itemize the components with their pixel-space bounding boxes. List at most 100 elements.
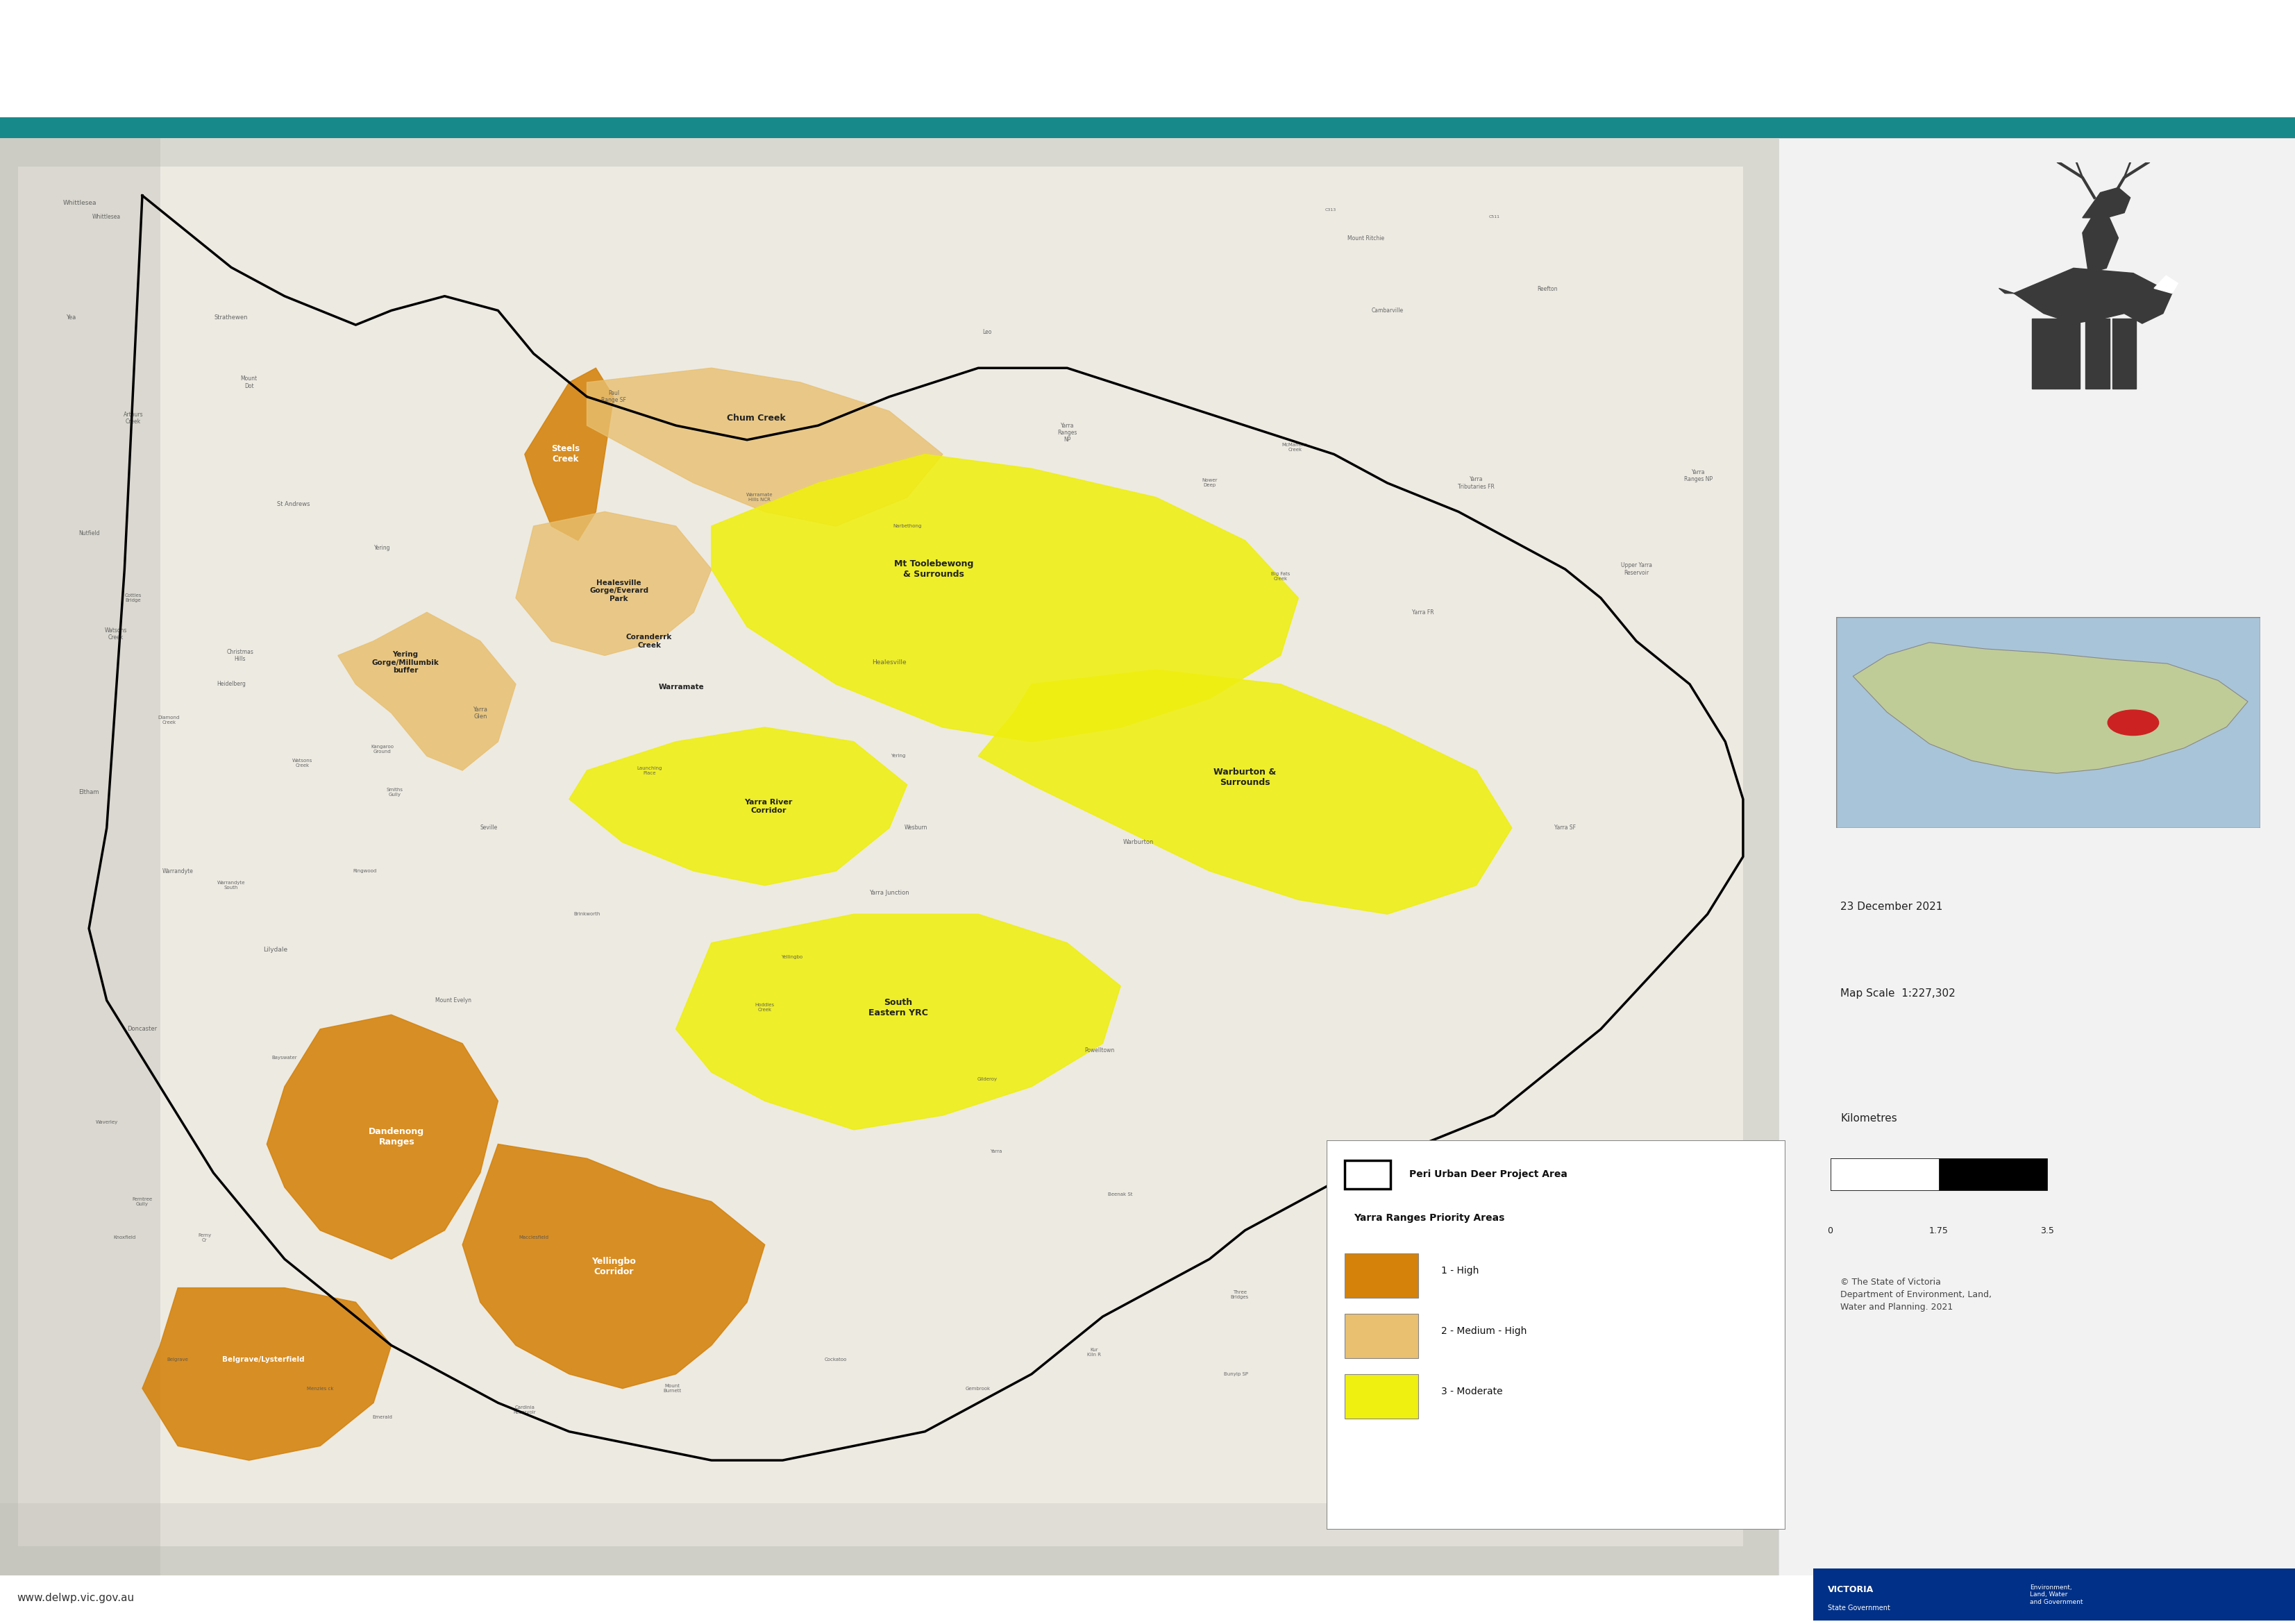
Text: 3.5: 3.5 bbox=[2040, 1226, 2054, 1236]
Polygon shape bbox=[526, 369, 613, 541]
Text: Yarra: Yarra bbox=[989, 1150, 1003, 1153]
Bar bbox=[1345, 1161, 1391, 1189]
Text: 3 - Moderate: 3 - Moderate bbox=[1441, 1387, 1503, 1397]
Text: Dandenong
Ranges: Dandenong Ranges bbox=[369, 1127, 425, 1147]
Polygon shape bbox=[142, 1288, 390, 1460]
Circle shape bbox=[2107, 710, 2160, 736]
Text: Kilometres: Kilometres bbox=[1841, 1112, 1898, 1124]
Text: Watsons
Creek: Watsons Creek bbox=[291, 758, 312, 768]
Text: Ringwood: Ringwood bbox=[353, 869, 376, 874]
Bar bbox=[1345, 1314, 1418, 1358]
Bar bbox=[1831, 1158, 1939, 1190]
Text: Narbethong: Narbethong bbox=[893, 525, 923, 528]
Bar bbox=[1345, 1374, 1418, 1419]
Bar bbox=[0, 1504, 1779, 1575]
Text: St Andrews: St Andrews bbox=[278, 502, 310, 508]
Text: www.delwp.vic.gov.au: www.delwp.vic.gov.au bbox=[18, 1593, 135, 1603]
Polygon shape bbox=[464, 1143, 764, 1389]
Text: Yarra Ranges Priority Locations: Yarra Ranges Priority Locations bbox=[34, 44, 549, 73]
Text: Cambarville: Cambarville bbox=[1372, 307, 1402, 313]
Text: © The State of Victoria
Department of Environment, Land,
Water and Planning. 202: © The State of Victoria Department of En… bbox=[1841, 1278, 1992, 1312]
Text: Peri Urban Deer Project Area: Peri Urban Deer Project Area bbox=[1409, 1169, 1567, 1179]
Bar bbox=[0, 138, 161, 1575]
Text: Arthurs
Creek: Arthurs Creek bbox=[124, 411, 142, 425]
Text: Menzies ck: Menzies ck bbox=[308, 1387, 333, 1390]
Text: 23 December 2021: 23 December 2021 bbox=[1841, 901, 1944, 913]
Text: Mount
Burnett: Mount Burnett bbox=[663, 1384, 682, 1393]
Text: Map Scale  1:227,302: Map Scale 1:227,302 bbox=[1841, 987, 1955, 999]
Bar bbox=[2006, 1569, 2295, 1621]
Polygon shape bbox=[711, 455, 1299, 742]
Text: Steels
Creek: Steels Creek bbox=[551, 445, 581, 464]
Text: Hoddles
Creek: Hoddles Creek bbox=[755, 1004, 776, 1012]
Text: Yarra
Ranges NP: Yarra Ranges NP bbox=[1685, 469, 1712, 482]
Polygon shape bbox=[266, 1015, 498, 1259]
Text: Ferntree
Gully: Ferntree Gully bbox=[133, 1197, 151, 1207]
Text: Wesburn: Wesburn bbox=[904, 825, 927, 831]
Text: Ferny
Cr: Ferny Cr bbox=[197, 1233, 211, 1242]
Text: Eltham: Eltham bbox=[78, 789, 99, 796]
Text: 0: 0 bbox=[1827, 1226, 1834, 1236]
Text: Mount Ritchie: Mount Ritchie bbox=[1347, 235, 1384, 242]
Text: Whittlesea: Whittlesea bbox=[92, 214, 122, 221]
Text: Diamond
Creek: Diamond Creek bbox=[158, 716, 179, 724]
Bar bbox=[0, 117, 2295, 138]
Text: Nutfield: Nutfield bbox=[78, 529, 99, 536]
Text: Beenak St: Beenak St bbox=[1108, 1192, 1134, 1197]
Text: Yarra
Ranges
NP: Yarra Ranges NP bbox=[1058, 422, 1076, 443]
Text: Doncaster: Doncaster bbox=[126, 1026, 158, 1033]
Text: Chum Creek: Chum Creek bbox=[728, 414, 785, 422]
Text: Yea: Yea bbox=[67, 315, 76, 322]
Bar bbox=[1831, 1158, 2047, 1190]
Polygon shape bbox=[2056, 318, 2079, 390]
Polygon shape bbox=[978, 669, 1512, 914]
Text: Yarra
Tributaries FR: Yarra Tributaries FR bbox=[1457, 476, 1494, 490]
Polygon shape bbox=[337, 612, 516, 770]
Text: Bunyip SP: Bunyip SP bbox=[1223, 1372, 1248, 1376]
Text: Waverley: Waverley bbox=[96, 1121, 117, 1125]
Text: Upper Yarra
Reservoir: Upper Yarra Reservoir bbox=[1620, 562, 1652, 577]
Text: Yarra Ranges Priority Areas: Yarra Ranges Priority Areas bbox=[1354, 1213, 1506, 1223]
Polygon shape bbox=[588, 369, 943, 526]
Text: Reefton: Reefton bbox=[1538, 286, 1558, 292]
Text: Mount Evelyn: Mount Evelyn bbox=[436, 997, 470, 1004]
Text: Smiths
Gully: Smiths Gully bbox=[386, 788, 404, 796]
Polygon shape bbox=[516, 512, 711, 656]
Text: Warburton &
Surrounds: Warburton & Surrounds bbox=[1214, 768, 1276, 788]
Text: Strathewen: Strathewen bbox=[213, 315, 248, 322]
Text: 2 - Medium - High: 2 - Medium - High bbox=[1441, 1327, 1526, 1337]
Text: Warburton: Warburton bbox=[1122, 840, 1154, 846]
Text: Belgrave: Belgrave bbox=[168, 1358, 188, 1363]
Text: Powelltown: Powelltown bbox=[1083, 1047, 1113, 1054]
Polygon shape bbox=[1999, 268, 2171, 323]
Text: Belgrave/Lysterfield: Belgrave/Lysterfield bbox=[223, 1356, 305, 1363]
Text: State Government: State Government bbox=[1827, 1605, 1889, 1611]
Polygon shape bbox=[2031, 318, 2056, 390]
Text: Yering
Gorge/Millumbik
buffer: Yering Gorge/Millumbik buffer bbox=[372, 651, 438, 674]
Polygon shape bbox=[2082, 188, 2130, 218]
Text: 1.75: 1.75 bbox=[1930, 1226, 1948, 1236]
Text: Three
Bridges: Three Bridges bbox=[1230, 1291, 1248, 1299]
Polygon shape bbox=[2155, 276, 2178, 294]
Text: Brinkworth: Brinkworth bbox=[574, 913, 601, 916]
Text: Big Fats
Creek: Big Fats Creek bbox=[1271, 572, 1290, 581]
Text: South
Eastern YRC: South Eastern YRC bbox=[868, 997, 927, 1017]
Text: 1 - High: 1 - High bbox=[1441, 1265, 1478, 1275]
Text: Warramate: Warramate bbox=[659, 684, 705, 690]
Text: Heidelberg: Heidelberg bbox=[216, 680, 246, 687]
Text: Paul
Range SF: Paul Range SF bbox=[601, 390, 627, 403]
Bar bbox=[1345, 1254, 1418, 1298]
Text: Knoxfield: Knoxfield bbox=[112, 1236, 135, 1239]
Text: Warrandyte
South: Warrandyte South bbox=[218, 880, 246, 890]
Text: Cockatoo: Cockatoo bbox=[824, 1358, 847, 1363]
Text: Coranderrk
Creek: Coranderrk Creek bbox=[627, 633, 672, 648]
Text: McMahons
Creek: McMahons Creek bbox=[1283, 442, 1308, 451]
Text: Gilderoy: Gilderoy bbox=[978, 1077, 998, 1082]
Text: Whittlesea: Whittlesea bbox=[64, 200, 96, 206]
Text: Gembrook: Gembrook bbox=[966, 1387, 991, 1390]
Text: Launching
Place: Launching Place bbox=[636, 767, 661, 775]
Text: C511: C511 bbox=[1489, 216, 1499, 219]
Text: Yarra SF: Yarra SF bbox=[1554, 825, 1577, 831]
Polygon shape bbox=[2082, 213, 2118, 273]
Text: Environment,
Land, Water
and Government: Environment, Land, Water and Government bbox=[2031, 1585, 2084, 1605]
